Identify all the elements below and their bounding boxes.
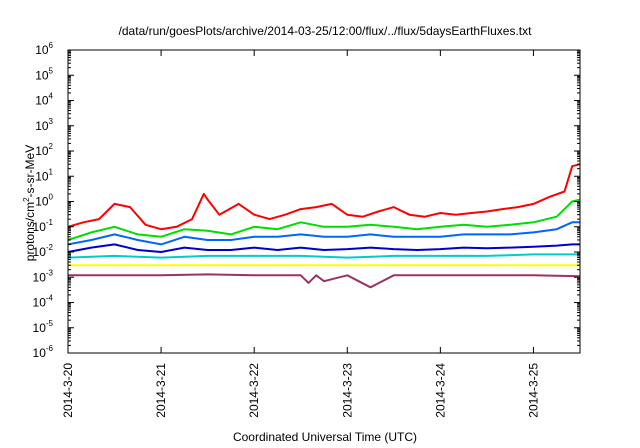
y-tick-label: 103 (35, 117, 53, 133)
y-tick-label: 104 (35, 92, 53, 108)
y-tick-label: 106 (35, 41, 53, 57)
chart-title: /data/run/goesPlots/archive/2014-03-25/1… (119, 24, 533, 38)
y-tick-label: 102 (35, 142, 53, 158)
y-axis-label: protons/cm2-s-sr-MeV (22, 145, 37, 261)
y-tick-label: 105 (35, 66, 53, 82)
y-tick-label: 10-3 (33, 268, 54, 284)
series-line (67, 163, 581, 231)
y-axis: 10-6 10-5 10-4 10-3 10-2 10-1 100 101 102 103 104 1… (33, 41, 580, 360)
series-line (67, 198, 581, 241)
series-line (68, 273, 581, 289)
x-tick-label: 2014-3-25 (526, 363, 540, 418)
x-tick-label: 2014-3-23 (340, 363, 354, 418)
series-line (67, 221, 580, 246)
y-tick-label: 10-6 (33, 344, 54, 360)
y-tick-label: 10-2 (33, 243, 54, 259)
y-tick-label: 100 (35, 193, 53, 209)
x-tick-label: 2014-3-24 (433, 363, 447, 418)
y-tick-label: 10-5 (33, 319, 54, 335)
plot-frame (67, 49, 581, 354)
series-line (67, 253, 580, 259)
series-layer (67, 163, 581, 289)
x-tick-label: 2014-3-21 (154, 363, 168, 418)
x-axis-label: Coordinated Universal Time (UTC) (233, 430, 417, 444)
y-tick-label: 10-1 (33, 218, 54, 234)
y-tick-label: 101 (35, 167, 53, 183)
x-tick-label: 2014-3-22 (247, 363, 261, 418)
x-axis: 2014-3-20 2014-3-21 2014-3-22 2014-3-23 2014… (61, 50, 540, 418)
x-tick-label: 2014-3-20 (61, 363, 75, 418)
series-line (67, 243, 580, 253)
y-tick-label: 10-4 (33, 294, 54, 310)
